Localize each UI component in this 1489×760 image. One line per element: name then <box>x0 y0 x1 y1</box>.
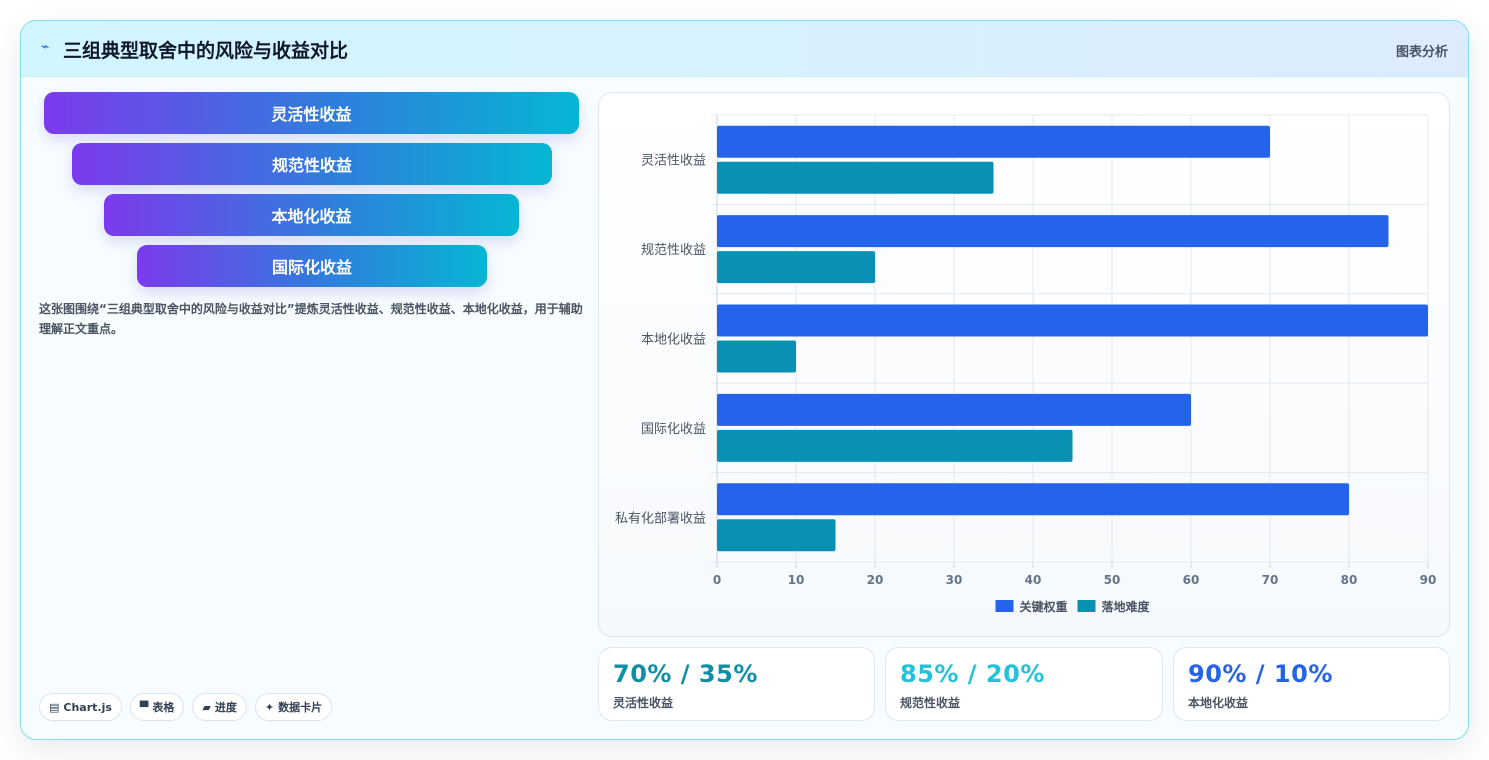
y-category-label: 本地化收益 <box>641 333 706 348</box>
bar-difficulty <box>717 251 875 284</box>
stat-value: 90% / 10% <box>1188 660 1333 688</box>
y-category-label: 私有化部署收益 <box>615 511 706 526</box>
progress-icon: ▰ <box>202 700 211 714</box>
funnel-item-localization: 本地化收益 <box>104 194 519 236</box>
chip-progress[interactable]: ▰ 进度 <box>192 693 247 721</box>
stat-card-localization: 90% / 10% 本地化收益 <box>1173 647 1450 721</box>
x-tick-label: 0 <box>713 573 721 587</box>
bar-key-weight <box>717 304 1428 337</box>
bar-key-weight <box>717 393 1191 426</box>
table-icon: ▀ <box>139 700 149 714</box>
legend-swatch <box>1077 600 1096 612</box>
chip-label: 表格 <box>152 701 175 714</box>
funnel-item-international: 国际化收益 <box>137 245 487 287</box>
legend-swatch <box>995 600 1014 612</box>
tag-chips: ▤ Chart.js ▀ 表格 ▰ 进度 ✦ 数据卡片 <box>39 693 333 721</box>
y-category-label: 国际化收益 <box>641 422 706 437</box>
chart-panel: 0 10 20 30 40 50 60 70 80 90 灵活性收益规范性收益本地化收益国际化收益私… <box>598 92 1450 637</box>
bar-key-weight <box>717 215 1389 248</box>
bar-difficulty <box>717 429 1073 462</box>
stat-label: 灵活性收益 <box>613 696 674 710</box>
x-tick-label: 60 <box>1183 573 1200 587</box>
y-category-label: 灵活性收益 <box>641 154 706 169</box>
chip-label: 数据卡片 <box>278 701 323 714</box>
x-tick-label: 80 <box>1341 573 1358 587</box>
chip-label: 进度 <box>214 701 237 714</box>
funnel-item-flexibility: 灵活性收益 <box>44 92 579 134</box>
bar-key-weight <box>717 483 1349 516</box>
chart-description: 这张图围绕“三组典型取舍中的风险与收益对比”提炼灵活性收益、规范性收益、本地化收… <box>39 302 583 336</box>
stat-card-standard: 85% / 20% 规范性收益 <box>885 647 1163 721</box>
x-tick-label: 20 <box>867 573 884 587</box>
y-category-label: 规范性收益 <box>641 243 706 258</box>
x-tick-label: 70 <box>1262 573 1279 587</box>
chart-icon: ▤ <box>49 700 60 714</box>
x-tick-label: 50 <box>1104 573 1121 587</box>
card-header: ⌁ 三组典型取舍中的风险与收益对比 图表分析 <box>21 21 1468 77</box>
chart-analysis-label: 图表分析 <box>1395 45 1448 60</box>
chip-table[interactable]: ▀ 表格 <box>129 693 185 721</box>
chip-label: Chart.js <box>63 700 112 714</box>
chip-chartjs[interactable]: ▤ Chart.js <box>39 693 122 721</box>
bar-difficulty <box>717 340 796 373</box>
lightning-icon: ⌁ <box>41 39 50 55</box>
legend-label: 落地难度 <box>1102 599 1151 614</box>
stat-label: 本地化收益 <box>1188 696 1249 710</box>
bar-key-weight <box>717 125 1270 158</box>
sparkle-icon: ✦ <box>264 700 275 714</box>
x-tick-label: 30 <box>946 573 963 587</box>
stat-card-flexibility: 70% / 35% 灵活性收益 <box>598 647 875 721</box>
stat-label: 规范性收益 <box>900 696 961 710</box>
page-title: 三组典型取舍中的风险与收益对比 <box>63 40 349 62</box>
stat-value: 70% / 35% <box>613 660 758 688</box>
chart-card: ⌁ 三组典型取舍中的风险与收益对比 图表分析 灵活性收益 规范性收益 本地化收益… <box>20 20 1469 740</box>
funnel-item-standard: 规范性收益 <box>72 143 552 185</box>
x-tick-label: 90 <box>1420 573 1437 587</box>
bar-difficulty <box>717 519 836 552</box>
chip-data-card[interactable]: ✦ 数据卡片 <box>254 693 333 721</box>
bar-difficulty <box>717 161 994 194</box>
x-tick-label: 40 <box>1025 573 1042 587</box>
x-tick-label: 10 <box>788 573 805 587</box>
horizontal-bar-chart: 0 10 20 30 40 50 60 70 80 90 灵活性收益规范性收益本地化收益国际化收益私… <box>615 114 1437 614</box>
stat-value: 85% / 20% <box>900 660 1045 688</box>
legend-label: 关键权重 <box>1020 599 1068 614</box>
